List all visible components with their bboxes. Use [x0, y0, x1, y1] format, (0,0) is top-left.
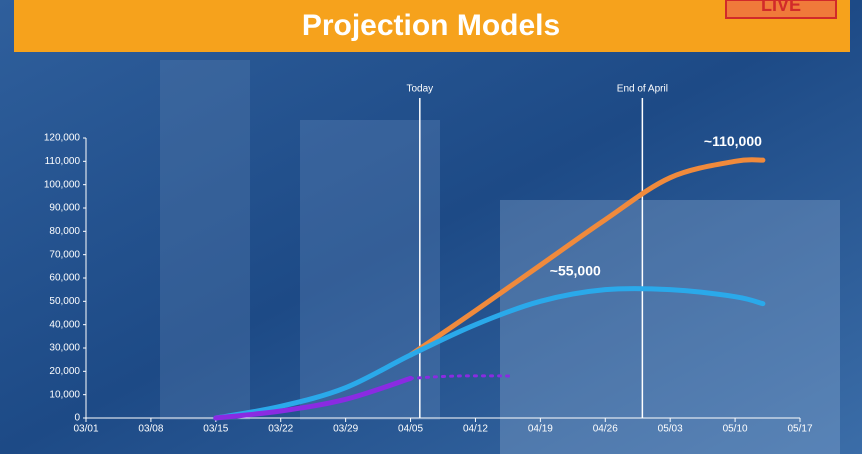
y-tick-label: 120,000	[44, 133, 81, 144]
marker-label: End of April	[617, 84, 668, 95]
live-text: LIVE	[761, 0, 801, 15]
series-line	[213, 375, 414, 421]
x-tick-label: 05/17	[787, 424, 812, 435]
y-tick-label: 30,000	[49, 343, 80, 354]
x-tick-label: 03/22	[268, 424, 293, 435]
photo-shape	[160, 60, 250, 420]
x-tick-label: 03/15	[203, 424, 228, 435]
y-tick-label: 10,000	[49, 389, 80, 400]
y-tick-label: 100,000	[44, 179, 81, 190]
series-annotation: ~110,000	[704, 133, 762, 149]
x-tick-label: 05/03	[658, 424, 683, 435]
series-line	[408, 157, 766, 358]
y-tick-label: 90,000	[49, 203, 80, 214]
y-tick-label: 0	[74, 413, 80, 424]
marker-label: Today	[406, 84, 433, 95]
photo-shape	[300, 120, 440, 420]
x-tick-label: 04/19	[528, 424, 553, 435]
x-tick-label: 05/10	[723, 424, 748, 435]
x-tick-label: 03/08	[138, 424, 163, 435]
y-tick-label: 20,000	[49, 366, 80, 377]
x-tick-label: 04/05	[398, 424, 423, 435]
series-annotation: ~55,000	[550, 262, 601, 278]
x-tick-label: 04/12	[463, 424, 488, 435]
chart-title: Projection Models	[302, 9, 560, 42]
series-line	[213, 285, 766, 421]
y-tick-label: 60,000	[49, 273, 80, 284]
photo-shape	[500, 200, 840, 454]
y-tick-label: 40,000	[49, 319, 80, 330]
y-tick-label: 110,000	[45, 156, 81, 167]
series-line	[409, 374, 515, 380]
y-tick-label: 80,000	[49, 226, 80, 237]
x-tick-label: 04/26	[593, 424, 618, 435]
live-badge	[725, 0, 837, 19]
x-tick-label: 03/01	[73, 424, 98, 435]
y-tick-label: 70,000	[49, 249, 80, 260]
y-tick-label: 50,000	[49, 296, 80, 307]
title-banner	[14, 0, 850, 52]
x-tick-label: 03/29	[333, 424, 358, 435]
